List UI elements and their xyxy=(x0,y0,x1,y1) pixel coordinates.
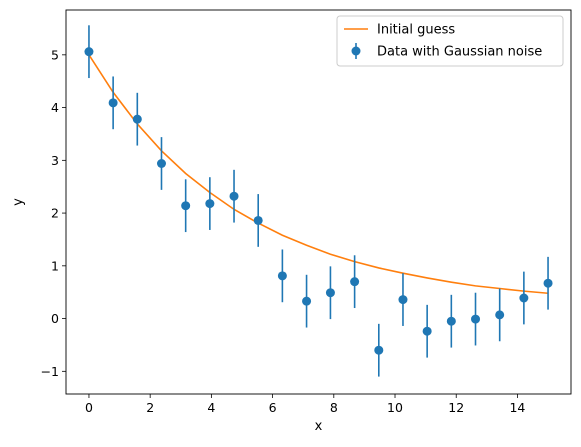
x-tick-label: 2 xyxy=(146,400,154,415)
data-point xyxy=(325,288,335,298)
data-point xyxy=(374,345,384,355)
data-point xyxy=(422,326,432,336)
data-point xyxy=(277,271,287,281)
axes-frame xyxy=(65,9,572,395)
x-tick-label: 0 xyxy=(85,400,93,415)
data-point xyxy=(350,277,360,287)
y-tick-label: 5 xyxy=(51,47,59,62)
x-tick-label: 12 xyxy=(448,400,464,415)
plot-area xyxy=(84,25,553,377)
x-tick-label: 10 xyxy=(387,400,403,415)
data-point xyxy=(156,158,166,168)
y-tick-label: 2 xyxy=(51,206,59,221)
data-point xyxy=(181,201,191,211)
legend-label-data-with-gaussian-noise: Data with Gaussian noise xyxy=(377,45,542,60)
data-point xyxy=(519,293,529,303)
data-point xyxy=(495,310,505,320)
data-point xyxy=(446,316,456,326)
data-point xyxy=(471,314,481,324)
data-point xyxy=(84,47,94,57)
x-tick-label: 6 xyxy=(269,400,277,415)
data-point xyxy=(543,278,553,288)
data-point xyxy=(229,191,239,201)
data-point xyxy=(253,215,263,225)
y-tick-label: 4 xyxy=(51,100,59,115)
initial-guess-line xyxy=(88,54,549,295)
x-tick-label: 4 xyxy=(207,400,215,415)
legend-box xyxy=(336,15,564,67)
data-point xyxy=(205,199,215,209)
legend-swatch-marker xyxy=(351,46,361,56)
data-point xyxy=(302,296,312,306)
y-tick-label: −1 xyxy=(41,364,59,379)
x-tick-label: 14 xyxy=(509,400,525,415)
y-axis-label: y xyxy=(11,198,26,206)
y-tick-label: 3 xyxy=(51,153,59,168)
data-point xyxy=(132,114,142,124)
y-tick-label: 1 xyxy=(51,258,59,273)
legend-label-initial-guess: Initial guess xyxy=(377,23,455,38)
legend: Initial guess Data with Gaussian noise xyxy=(336,15,564,67)
y-tick-label: 0 xyxy=(51,311,59,326)
x-axis-label: x xyxy=(315,419,323,434)
data-point xyxy=(108,98,118,108)
data-point xyxy=(398,295,408,305)
x-tick-label: 8 xyxy=(330,400,338,415)
